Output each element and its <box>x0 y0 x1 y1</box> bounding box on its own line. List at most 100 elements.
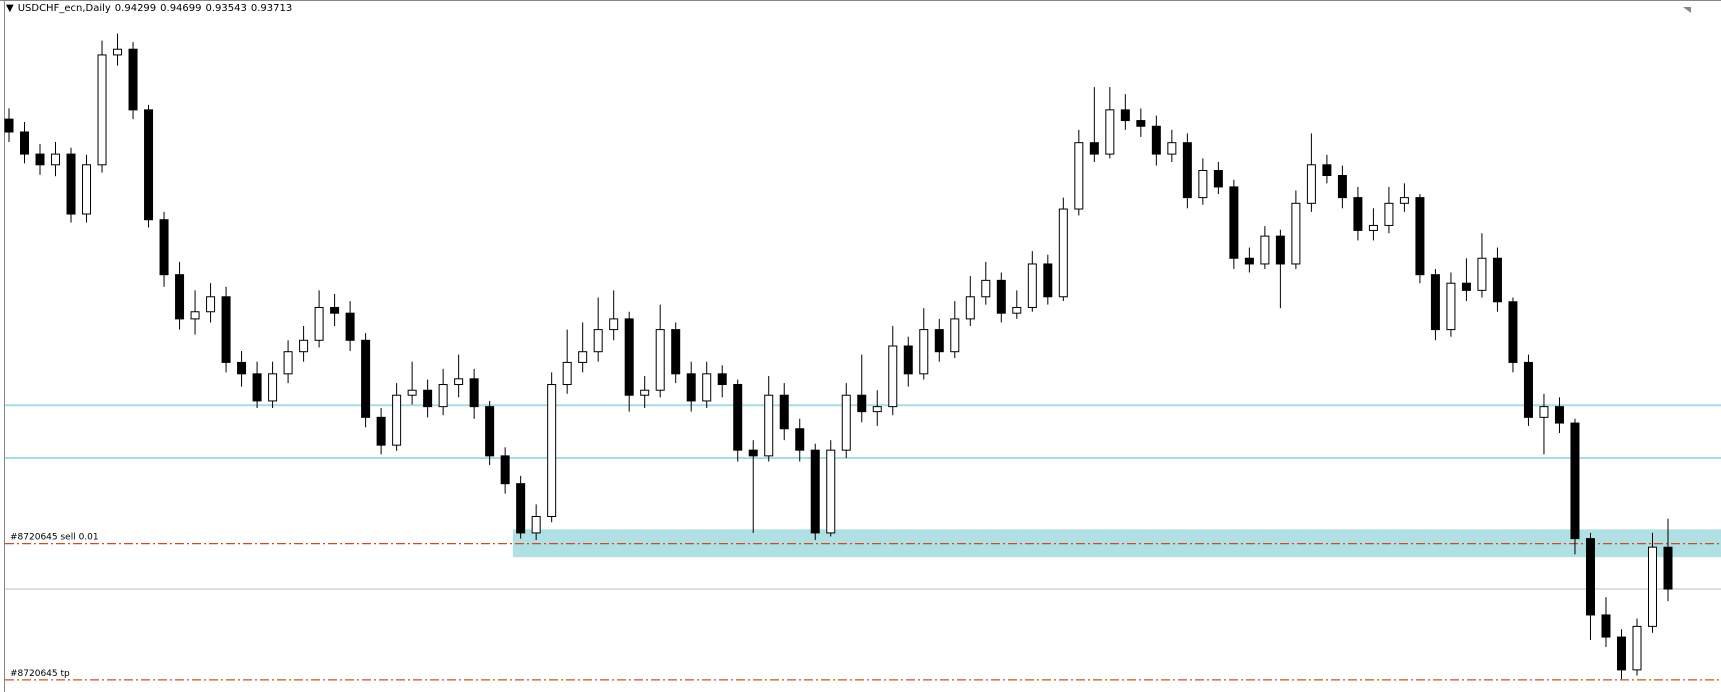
candle-body <box>361 339 371 418</box>
candle-body <box>283 351 293 375</box>
candle-body <box>1275 235 1285 265</box>
candle-body <box>1461 282 1471 291</box>
candle-body <box>1430 274 1440 331</box>
candle-body <box>981 279 991 298</box>
candle-body <box>779 394 789 430</box>
candle-body <box>686 373 696 402</box>
candle-body <box>190 311 200 320</box>
candle-body <box>996 279 1006 314</box>
candle-body <box>1399 197 1409 204</box>
candle-body <box>1337 174 1347 199</box>
candle-body <box>4 118 14 133</box>
shift-marker <box>1683 7 1691 13</box>
candle-body <box>1089 142 1099 155</box>
candle-body <box>1415 197 1425 276</box>
candle-body <box>1368 224 1378 231</box>
candle-body <box>531 516 541 534</box>
candle-body <box>1539 406 1549 418</box>
candle-body <box>392 394 402 446</box>
candle-body <box>1492 257 1502 303</box>
candle-body <box>640 389 650 396</box>
candle-body <box>66 153 76 215</box>
candle-body <box>314 306 324 341</box>
candle-body <box>1570 422 1580 540</box>
candle-body <box>1012 306 1022 314</box>
candle-body <box>810 449 820 534</box>
candle-body <box>469 378 479 408</box>
candle-body <box>268 373 278 402</box>
candle-body <box>206 296 216 313</box>
candle-body <box>1477 257 1487 291</box>
candle-body <box>841 394 851 451</box>
candle-body <box>655 329 665 391</box>
menu-arrow[interactable]: ▼ <box>6 3 14 14</box>
candle-body <box>1632 625 1642 671</box>
candle-body <box>593 329 603 353</box>
candle-body <box>562 361 572 386</box>
candle-body <box>1585 538 1595 616</box>
candle-body <box>1213 170 1223 188</box>
candle-body <box>1074 142 1084 210</box>
candle-body <box>1136 120 1146 127</box>
candle-body <box>919 329 929 375</box>
candle-body <box>1523 361 1533 418</box>
candle-body <box>1167 142 1177 155</box>
candle-body <box>1306 164 1316 204</box>
candle-body <box>345 312 355 341</box>
candle-body <box>1120 109 1130 122</box>
candle-body <box>1616 636 1626 671</box>
candle-body <box>1229 186 1239 259</box>
candle-body <box>609 318 619 331</box>
candle-body <box>485 406 495 457</box>
candle-body <box>454 378 464 386</box>
candle-body <box>1244 257 1254 265</box>
candle-body <box>1260 235 1270 265</box>
candle-body <box>407 389 417 396</box>
candle-body <box>330 306 340 314</box>
candle-body <box>1027 263 1037 308</box>
candle-body <box>671 329 681 375</box>
candle-body <box>717 373 727 386</box>
candle-body <box>97 54 107 166</box>
candle-body <box>578 351 588 363</box>
candle-body <box>237 361 247 375</box>
candle-body <box>516 483 526 534</box>
candle-body <box>1058 208 1068 298</box>
candle-body <box>764 394 774 457</box>
candle-body <box>299 339 309 353</box>
candle-body <box>1182 142 1192 199</box>
candle-body <box>221 296 231 363</box>
low: 0.93543 <box>205 3 247 14</box>
candle-body <box>1554 406 1564 424</box>
candle-body <box>1291 202 1301 265</box>
candle-body <box>159 219 169 276</box>
candle-body <box>1446 282 1456 331</box>
candle-body <box>702 373 712 402</box>
candle-body <box>888 345 898 408</box>
chart-header: ▼ USDCHF_ecn,Daily 0.94299 0.94699 0.93543 0.… <box>6 3 296 14</box>
candle-body <box>1198 170 1208 199</box>
close: 0.93713 <box>250 3 293 14</box>
candle-body <box>1647 546 1657 627</box>
candle-body <box>423 389 433 408</box>
candle-body <box>826 449 836 534</box>
open: 0.94299 <box>114 3 157 14</box>
candle-body <box>51 153 61 166</box>
candle-body <box>857 394 867 413</box>
order-label: #8720645 tp <box>10 669 70 679</box>
candle-body <box>175 274 185 320</box>
candle-body <box>1384 202 1394 226</box>
candle-body <box>113 48 123 56</box>
candle-body <box>950 318 960 353</box>
candle-body <box>1322 164 1332 176</box>
candle-body <box>500 455 510 485</box>
candle-body <box>624 318 634 396</box>
candle-body <box>934 329 944 353</box>
candle-body <box>376 416 386 446</box>
candle-body <box>1601 614 1611 638</box>
candle-body <box>903 345 913 375</box>
candle-body <box>1043 263 1053 298</box>
